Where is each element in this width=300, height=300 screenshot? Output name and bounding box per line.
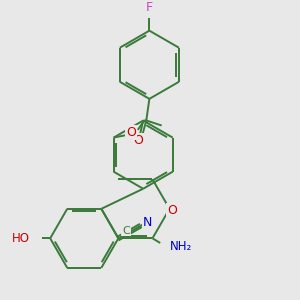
Text: HO: HO	[12, 232, 30, 245]
Text: O: O	[167, 204, 177, 217]
Text: N: N	[143, 216, 152, 229]
Text: C: C	[122, 226, 130, 236]
Text: NH₂: NH₂	[169, 240, 192, 253]
Text: F: F	[146, 1, 153, 14]
Text: O: O	[134, 134, 143, 147]
Text: O: O	[126, 125, 136, 139]
